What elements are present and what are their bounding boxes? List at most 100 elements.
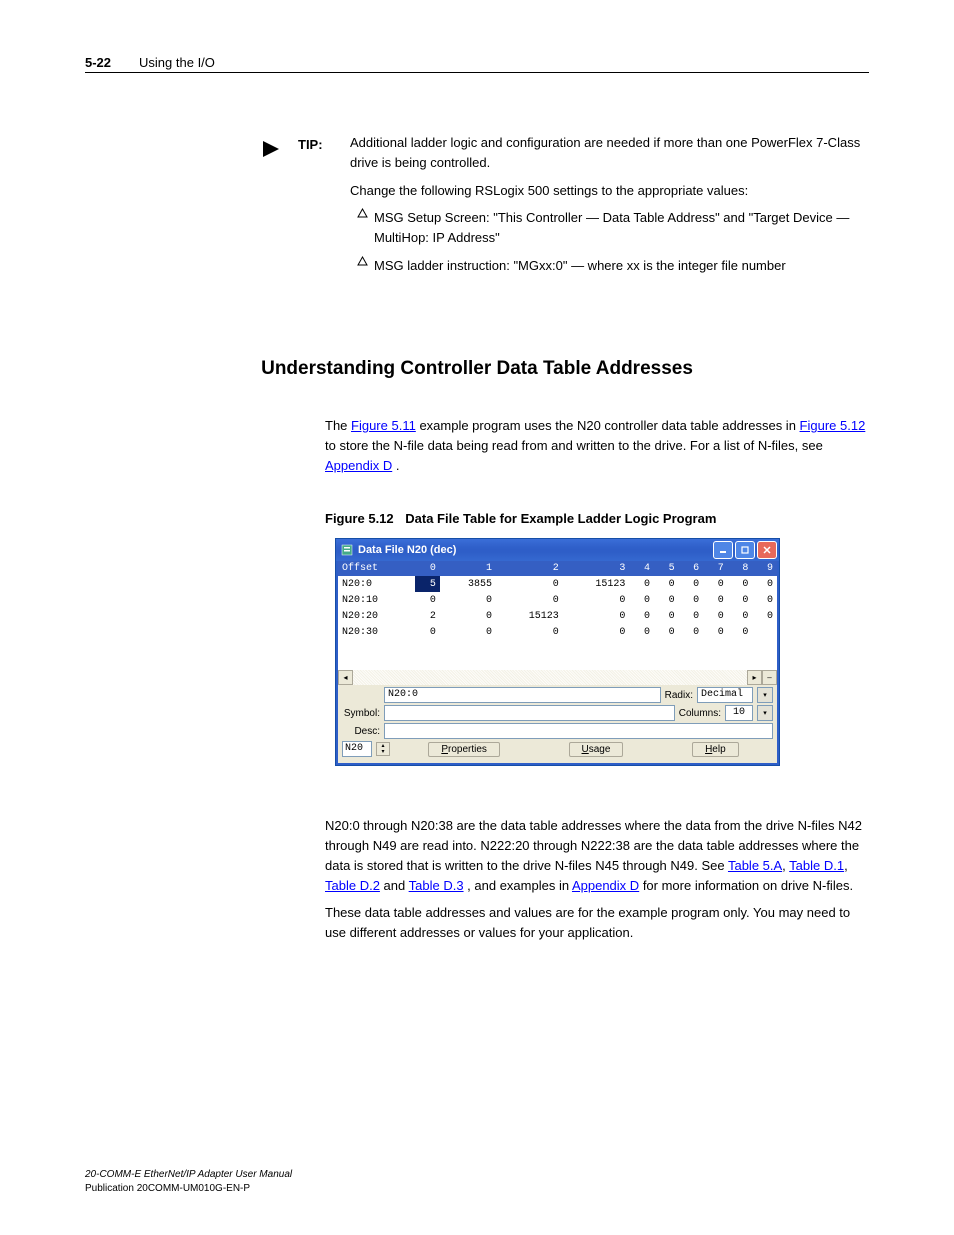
link-appendix-d[interactable]: Appendix D xyxy=(325,458,392,473)
cell[interactable]: 0 xyxy=(703,608,728,624)
cell[interactable]: 0 xyxy=(563,592,630,608)
table-row: N20:053855015123000000 xyxy=(338,576,777,592)
cell[interactable]: 0 xyxy=(752,576,777,592)
link-figure-5-11[interactable]: Figure 5.11 xyxy=(351,418,416,433)
link-table-5a[interactable]: Table 5.A xyxy=(728,858,782,873)
minimize-button[interactable] xyxy=(713,541,733,559)
cell[interactable]: 0 xyxy=(654,592,679,608)
chapter-title: Using the I/O xyxy=(139,55,215,70)
radix-label: Radix: xyxy=(665,690,693,701)
cell[interactable]: 0 xyxy=(703,624,728,640)
radix-dropdown-button[interactable]: ▾ xyxy=(757,687,773,703)
cell[interactable]: 0 xyxy=(496,576,563,592)
cell[interactable]: 15123 xyxy=(563,576,630,592)
cell[interactable]: 0 xyxy=(563,624,630,640)
footer-manual-title: 20-COMM-E EtherNet/IP Adapter User Manua… xyxy=(85,1168,292,1182)
footer-publication: Publication 20COMM-UM010G-EN-P xyxy=(85,1182,292,1196)
cell[interactable]: 0 xyxy=(703,592,728,608)
symbol-label: Symbol: xyxy=(342,708,380,719)
link-appendix-d-2[interactable]: Appendix D xyxy=(572,878,639,893)
scroll-track[interactable] xyxy=(353,670,747,685)
cell[interactable]: 0 xyxy=(728,592,753,608)
cell[interactable]: 0 xyxy=(679,592,704,608)
columns-dropdown-button[interactable]: ▾ xyxy=(757,705,773,721)
cell[interactable]: 0 xyxy=(728,624,753,640)
page-number: 5-22 xyxy=(85,55,111,70)
table-row: N20:100000000000 xyxy=(338,592,777,608)
bullet-icon xyxy=(350,208,374,248)
cell[interactable]: 0 xyxy=(654,576,679,592)
link-figure-5-12-inline[interactable]: Figure 5.12 xyxy=(800,418,866,433)
usage-button[interactable]: Usage xyxy=(569,742,624,757)
cell[interactable]: 0 xyxy=(679,624,704,640)
cell[interactable]: 0 xyxy=(728,608,753,624)
cell[interactable]: 0 xyxy=(629,576,654,592)
cell[interactable]: 0 xyxy=(679,576,704,592)
cell[interactable]: 0 xyxy=(440,592,496,608)
cell[interactable]: 0 xyxy=(679,608,704,624)
columns-input[interactable]: 10 xyxy=(725,705,753,721)
figure-title: Data File Table for Example Ladder Logic… xyxy=(405,511,716,526)
help-button[interactable]: Help xyxy=(692,742,739,757)
scroll-left-button[interactable]: ◂ xyxy=(338,670,353,685)
figure-caption: Figure 5.12 Data File Table for Example … xyxy=(325,511,869,526)
horizontal-scrollbar[interactable]: ◂ ▸ – xyxy=(336,670,779,685)
row-label: N20:10 xyxy=(338,592,415,608)
link-table-d3[interactable]: Table D.3 xyxy=(409,878,464,893)
column-header: 7 xyxy=(703,561,728,576)
column-header: 6 xyxy=(679,561,704,576)
column-header: 8 xyxy=(728,561,753,576)
cell[interactable]: 0 xyxy=(629,624,654,640)
tip-block: TIP: Additional ladder logic and configu… xyxy=(260,133,869,313)
titlebar: Data File N20 (dec) xyxy=(336,539,779,561)
cell[interactable]: 0 xyxy=(703,576,728,592)
cell[interactable]: 0 xyxy=(496,592,563,608)
cell[interactable]: 0 xyxy=(654,624,679,640)
cell[interactable]: 0 xyxy=(629,592,654,608)
maximize-button[interactable] xyxy=(735,541,755,559)
link-table-d1[interactable]: Table D.1 xyxy=(789,858,844,873)
desc-input[interactable] xyxy=(384,723,773,739)
cell[interactable]: 0 xyxy=(654,608,679,624)
tip-arrow-icon xyxy=(260,139,282,164)
cell[interactable]: 0 xyxy=(629,608,654,624)
btn-text: elp xyxy=(712,744,725,755)
cell[interactable]: 0 xyxy=(415,592,440,608)
address-input[interactable]: N20:0 xyxy=(384,687,661,703)
symbol-input[interactable] xyxy=(384,705,675,721)
properties-button[interactable]: Properties xyxy=(428,742,500,757)
cell[interactable]: 0 xyxy=(496,624,563,640)
cell[interactable]: 0 xyxy=(440,608,496,624)
column-header: 1 xyxy=(440,561,496,576)
file-number-input[interactable]: N20 xyxy=(342,741,372,757)
cell[interactable]: 0 xyxy=(752,592,777,608)
radix-select[interactable]: Decimal xyxy=(697,687,753,703)
cell[interactable]: 15123 xyxy=(496,608,563,624)
body-paragraph-1: The Figure 5.11 example program uses the… xyxy=(325,416,869,475)
data-table: Offset0123456789N20:053855015123000000N2… xyxy=(338,561,777,640)
cell[interactable]: 0 xyxy=(752,608,777,624)
section-heading: Understanding Controller Data Table Addr… xyxy=(85,358,869,380)
cell[interactable]: 0 xyxy=(440,624,496,640)
bullet-icon xyxy=(350,256,374,276)
cell[interactable]: 5 xyxy=(415,576,440,592)
page-header: 5-22 Using the I/O xyxy=(85,55,869,73)
cell[interactable]: 0 xyxy=(415,624,440,640)
control-panel: N20:0 Radix: Decimal ▾ Symbol: Columns: … xyxy=(336,685,779,765)
file-spinner[interactable]: ▴▾ xyxy=(376,742,390,756)
cell[interactable] xyxy=(752,624,777,640)
cell[interactable]: 0 xyxy=(728,576,753,592)
app-icon xyxy=(340,543,354,557)
link-table-d2[interactable]: Table D.2 xyxy=(325,878,380,893)
cell[interactable]: 3855 xyxy=(440,576,496,592)
scroll-size-grip[interactable]: – xyxy=(762,670,777,685)
column-header: 5 xyxy=(654,561,679,576)
btn-text: roperties xyxy=(448,744,487,755)
text: , and examples in xyxy=(467,878,572,893)
text: for more information on drive N-files. xyxy=(643,878,853,893)
cell[interactable]: 2 xyxy=(415,608,440,624)
scroll-right-button[interactable]: ▸ xyxy=(747,670,762,685)
close-button[interactable] xyxy=(757,541,777,559)
desc-label: Desc: xyxy=(342,726,380,737)
cell[interactable]: 0 xyxy=(563,608,630,624)
